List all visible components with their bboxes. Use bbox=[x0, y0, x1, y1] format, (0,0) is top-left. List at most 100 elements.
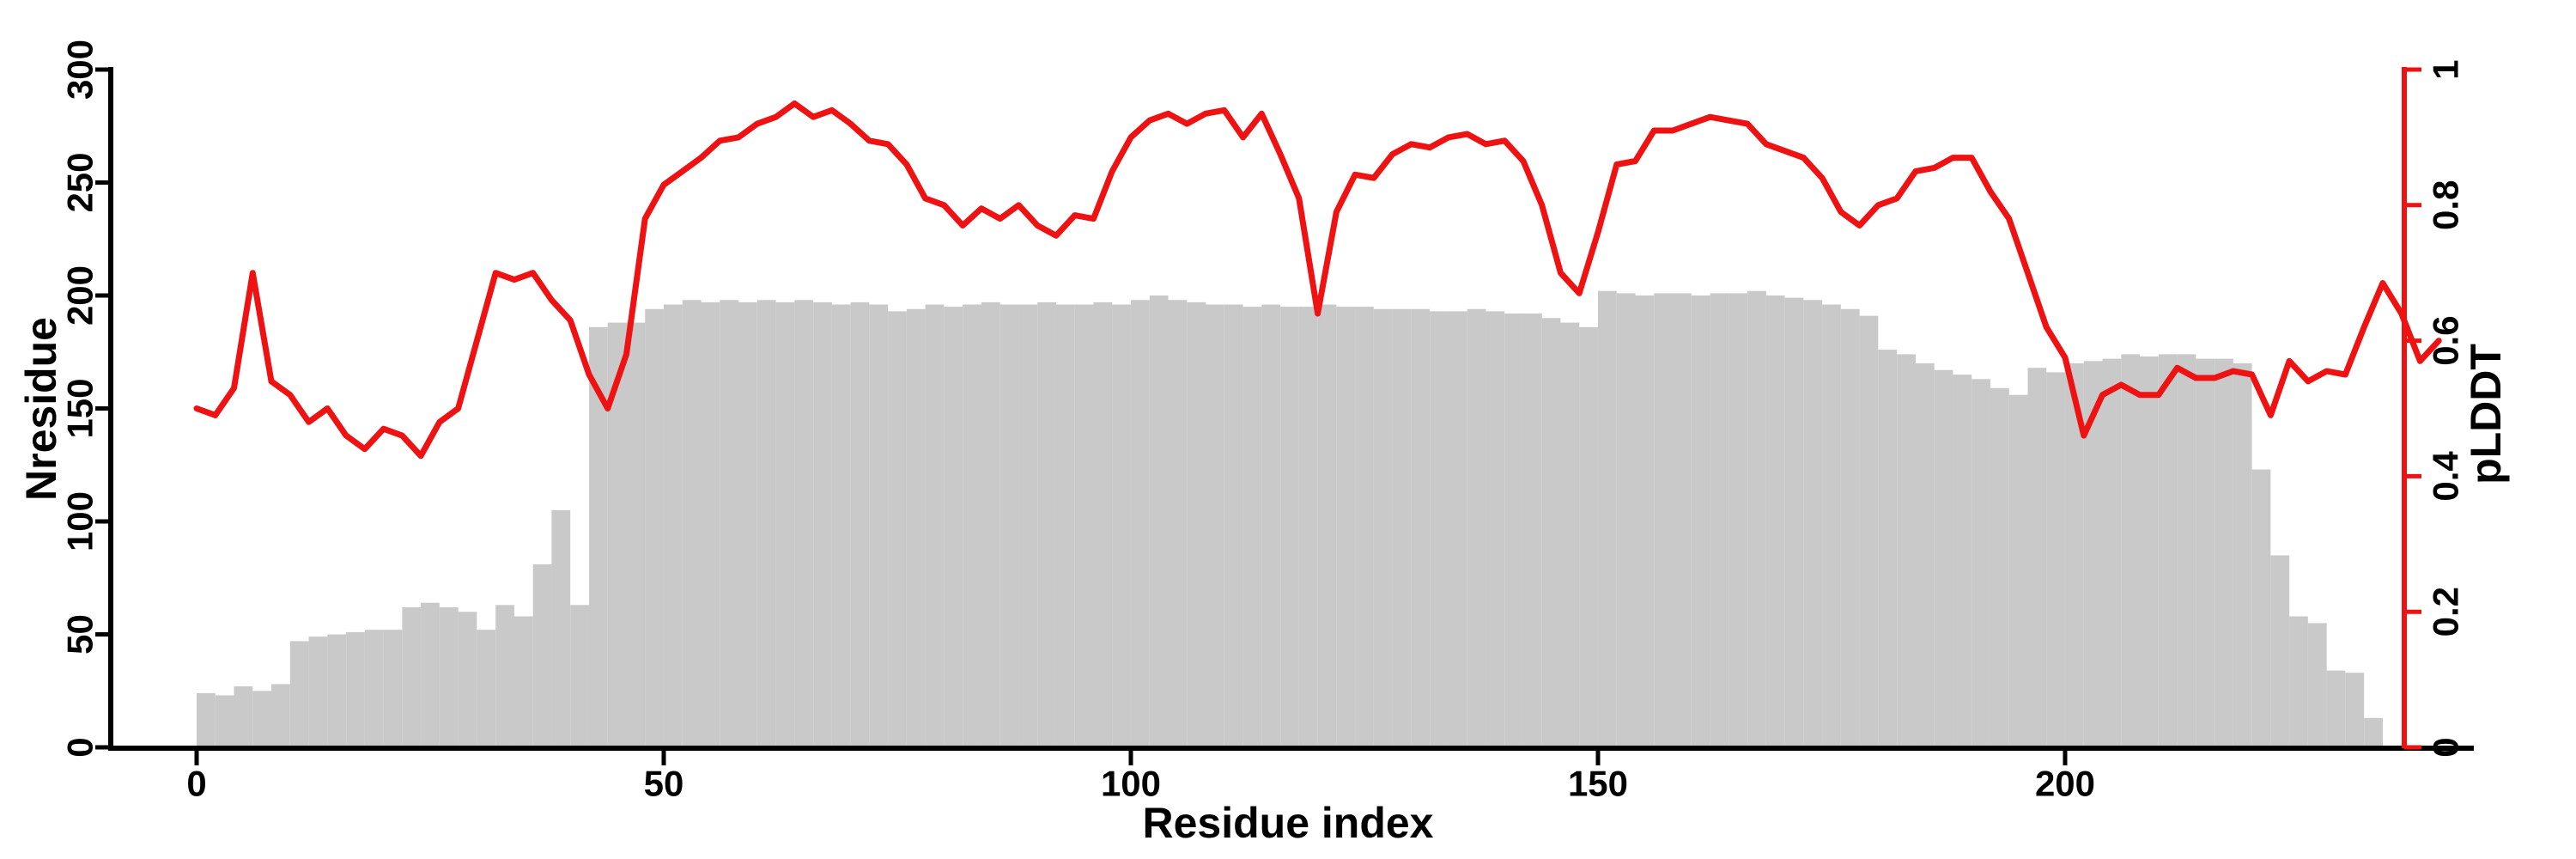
nresidue-bar bbox=[1224, 304, 1243, 747]
nresidue-bar bbox=[1298, 307, 1318, 748]
nresidue-bar bbox=[607, 322, 627, 747]
plddt-line bbox=[193, 101, 2442, 460]
y-left-tick-label: 300 bbox=[60, 40, 100, 100]
nresidue-bar bbox=[1598, 290, 1617, 747]
y-right-tick-label: 0.2 bbox=[2426, 587, 2466, 637]
nresidue-bar bbox=[1523, 314, 1542, 747]
y-left-tick-label: 0 bbox=[60, 737, 100, 757]
nresidue-bar bbox=[1504, 314, 1523, 747]
nresidue-bar bbox=[215, 695, 234, 747]
nresidue-bar bbox=[720, 300, 739, 747]
nresidue-bar bbox=[2008, 394, 2028, 747]
nresidue-bar bbox=[2102, 358, 2122, 747]
nresidue-bar bbox=[1784, 297, 1804, 748]
nresidue-bar bbox=[1411, 308, 1431, 747]
nresidue-bar bbox=[1728, 293, 1748, 747]
y-left-axis-title: Nresidue bbox=[17, 317, 65, 501]
x-tick-label: 150 bbox=[1568, 764, 1628, 804]
x-tick-label: 200 bbox=[2035, 764, 2095, 804]
y-left-tick-label: 50 bbox=[60, 614, 100, 655]
nresidue-bar bbox=[2158, 354, 2178, 747]
x-tick-label: 50 bbox=[644, 764, 684, 804]
x-tick-label: 100 bbox=[1101, 764, 1161, 804]
nresidue-bar bbox=[888, 311, 907, 747]
nresidue-bar bbox=[682, 300, 702, 747]
nresidue-bar bbox=[1336, 307, 1356, 748]
nresidue-bar bbox=[1710, 293, 1729, 747]
nresidue-bar bbox=[1242, 307, 1262, 748]
nresidue-bar bbox=[1448, 311, 1467, 747]
nresidue-bar bbox=[869, 304, 889, 747]
nresidue-bar bbox=[813, 302, 832, 747]
nresidue-bar bbox=[1953, 375, 1972, 747]
nresidue-bar bbox=[1206, 304, 1224, 747]
nresidue-bar bbox=[1616, 293, 1636, 747]
nresidue-bar bbox=[775, 302, 795, 747]
nresidue-bar bbox=[1878, 350, 1898, 747]
nresidue-bar bbox=[756, 300, 776, 747]
nresidue-bar bbox=[2196, 358, 2215, 747]
nresidue-bar bbox=[664, 304, 683, 747]
nresidue-bar bbox=[383, 630, 403, 747]
nresidue-bar bbox=[2215, 358, 2233, 747]
nresidue-bars bbox=[197, 290, 2383, 748]
nresidue-bar bbox=[2289, 616, 2308, 747]
nresidue-bar bbox=[2345, 673, 2365, 747]
nresidue-bar bbox=[1168, 300, 1188, 747]
nresidue-bar bbox=[589, 326, 608, 747]
nresidue-bar bbox=[439, 606, 459, 747]
y-right-tick-label: 0 bbox=[2426, 737, 2466, 757]
nresidue-bar bbox=[1990, 387, 2009, 747]
nresidue-bar bbox=[1635, 295, 1655, 747]
nresidue-bar bbox=[925, 304, 945, 747]
nresidue-bar bbox=[1673, 293, 1692, 747]
x-axis-title: Residue index bbox=[1143, 799, 1434, 847]
nresidue-bar bbox=[944, 307, 963, 748]
nresidue-bar bbox=[570, 605, 589, 747]
nresidue-bar bbox=[1934, 369, 1953, 747]
nresidue-bar bbox=[421, 602, 440, 747]
nresidue-bar bbox=[271, 684, 290, 747]
nresidue-bar bbox=[2046, 372, 2065, 747]
nresidue-bar bbox=[1037, 302, 1056, 747]
nresidue-bar bbox=[1018, 304, 1038, 747]
y-right-tick-label: 0.4 bbox=[2426, 451, 2466, 502]
nresidue-bar bbox=[252, 691, 272, 748]
nresidue-bar bbox=[532, 564, 552, 747]
nresidue-bar bbox=[458, 612, 477, 747]
nresidue-bar bbox=[495, 605, 514, 747]
nresidue-bar bbox=[2270, 555, 2290, 747]
nresidue-bar bbox=[1859, 315, 1879, 747]
nresidue-bar bbox=[1971, 379, 1990, 747]
nresidue-bar bbox=[1822, 304, 1841, 747]
nresidue-bar bbox=[2364, 717, 2383, 747]
nresidue-bar bbox=[513, 616, 533, 747]
nresidue-bar bbox=[1430, 311, 1449, 747]
nresidue-bar bbox=[364, 630, 384, 747]
nresidue-bar bbox=[1485, 311, 1505, 747]
axes-layer: 0 50 100 150 200 250 300 0 50 100 150 200 0 0.2 0.4 0.6… bbox=[60, 40, 2474, 804]
nresidue-bar bbox=[999, 304, 1019, 747]
nresidue-bar bbox=[1467, 308, 1486, 747]
nresidue-bar bbox=[234, 686, 253, 747]
nresidue-bar bbox=[626, 322, 646, 747]
nresidue-bar bbox=[831, 304, 851, 747]
y-right-axis-title: pLDDT bbox=[2462, 344, 2510, 484]
nresidue-bar bbox=[850, 302, 870, 747]
nresidue-bar bbox=[1187, 302, 1206, 747]
nresidue-bar bbox=[289, 641, 309, 747]
nresidue-bar bbox=[1541, 318, 1561, 747]
nresidue-bar bbox=[2233, 362, 2252, 747]
nresidue-bar bbox=[2065, 362, 2084, 747]
nresidue-bar bbox=[1560, 322, 1580, 747]
nresidue-bar bbox=[1093, 302, 1113, 747]
y-left-tick-label: 100 bbox=[60, 491, 100, 551]
nresidue-bar bbox=[2326, 670, 2346, 747]
nresidue-bar bbox=[1056, 304, 1075, 747]
nresidue-bar bbox=[1074, 304, 1094, 747]
y-left-tick-label: 250 bbox=[60, 152, 100, 212]
nresidue-bar bbox=[2027, 368, 2047, 747]
y-right-tick-label: 0.6 bbox=[2426, 315, 2466, 365]
y-right-tick-label: 1 bbox=[2426, 59, 2466, 79]
